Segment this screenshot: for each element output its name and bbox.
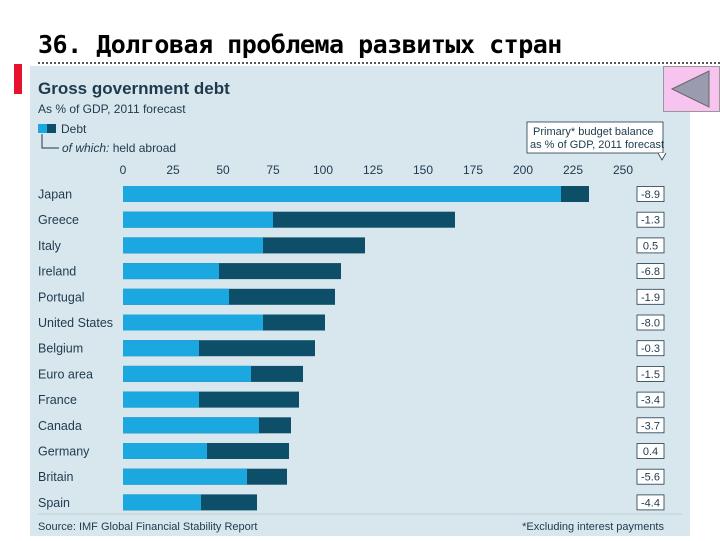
held-abroad-bar: [123, 365, 251, 382]
held-abroad-bar: [123, 237, 263, 254]
balance-value: -1.5: [641, 369, 660, 381]
balance-box: [636, 417, 665, 434]
red-accent-bar: [14, 64, 22, 94]
primary-balance-callout: Primary* budget balance as % of GDP, 201…: [526, 121, 667, 161]
chart-source: Source: IMF Global Financial Stability R…: [38, 521, 257, 533]
balance-box: [636, 443, 665, 459]
category-label: Britain: [38, 470, 73, 484]
legend-swatch-debt: [47, 124, 56, 133]
category-label: Ireland: [38, 265, 76, 279]
x-tick-label: 225: [563, 163, 583, 177]
balance-column: -8.9 -1.3 0.5 -6.8 -1.9 -8.0 -0.3 -1.5 -3.4 -3.7 0…: [636, 186, 665, 511]
category-label: Spain: [38, 496, 70, 510]
balance-box: [636, 186, 665, 202]
category-label: Canada: [38, 419, 82, 433]
x-tick-label: 175: [463, 163, 483, 177]
balance-box: [636, 468, 665, 485]
x-tick-label: 50: [216, 163, 230, 177]
x-tick-label: 25: [166, 163, 180, 177]
balance-box: [636, 288, 665, 305]
balance-box: [636, 263, 665, 280]
chart-panel: Gross government debt As % of GDP, 2011 …: [30, 66, 690, 536]
held-abroad-bar: [123, 417, 259, 434]
category-label: Italy: [38, 239, 62, 253]
category-label: Euro area: [38, 367, 93, 381]
held-abroad-bar: [123, 186, 561, 202]
category-label: Germany: [38, 445, 90, 459]
balance-box: [636, 340, 665, 357]
balance-box: [636, 391, 665, 408]
category-label: United States: [38, 316, 113, 330]
category-label: Belgium: [38, 342, 83, 356]
x-tick-label: 75: [266, 163, 280, 177]
balance-value: -8.0: [641, 318, 660, 330]
x-tick-label: 100: [313, 163, 333, 177]
held-abroad-bar: [123, 494, 201, 511]
callout-box: [526, 121, 664, 154]
x-tick-label: 0: [120, 163, 127, 177]
x-axis: 0 25 50 75 100 125 150 175 200 225 250: [120, 163, 634, 177]
held-abroad-bar: [123, 288, 229, 305]
balance-value: -1.9: [641, 292, 660, 304]
balance-value: -5.6: [641, 472, 660, 484]
balance-value: -8.9: [641, 189, 660, 201]
held-abroad-bar: [123, 443, 207, 459]
held-abroad-bar: [123, 314, 263, 331]
category-label: Portugal: [38, 290, 85, 304]
balance-value: -4.4: [641, 497, 660, 509]
x-tick-label: 250: [613, 163, 633, 177]
held-abroad-bar: [123, 211, 273, 228]
legend-swatch-abroad: [38, 124, 47, 133]
legend-debt-label: Debt: [61, 122, 87, 136]
category-label: France: [38, 393, 77, 407]
debt-chart: Gross government debt As % of GDP, 2011 …: [38, 79, 682, 533]
balance-value: -0.3: [641, 343, 660, 355]
chart-footnote: *Excluding interest payments: [522, 521, 664, 533]
bar-area: Japan Greece Italy Ireland Portugal United St…: [38, 186, 589, 511]
balance-box: [636, 314, 665, 331]
balance-box: [636, 494, 665, 511]
held-abroad-bar: [123, 263, 219, 280]
balance-value: -1.3: [641, 215, 660, 227]
balance-value: -3.4: [641, 395, 660, 407]
callout-pointer: [657, 152, 667, 161]
category-label: Greece: [38, 213, 79, 227]
balance-value: 0.4: [643, 446, 658, 458]
title-divider: [38, 62, 720, 64]
balance-box: [636, 211, 665, 228]
x-tick-label: 200: [513, 163, 533, 177]
chart-title: Gross government debt: [38, 79, 230, 98]
held-abroad-bar: [123, 468, 247, 485]
callout-line-1: Primary* budget balance: [533, 126, 653, 138]
legend-connector: [41, 134, 59, 149]
x-tick-label: 150: [413, 163, 433, 177]
x-tick-label: 125: [363, 163, 383, 177]
triangle-left-icon: [670, 70, 710, 108]
slide-title: 36. Долговая проблема развитых стран: [38, 30, 562, 59]
chart-legend: Debt of which: held abroad: [38, 122, 176, 155]
balance-value: -3.7: [641, 420, 660, 432]
balance-value: 0.5: [643, 240, 658, 252]
category-label: Japan: [38, 188, 72, 202]
balance-box: [636, 237, 665, 254]
held-abroad-bar: [123, 340, 199, 357]
legend-abroad-label: of which: held abroad: [62, 141, 176, 155]
balance-value: -6.8: [641, 266, 660, 278]
chart-subtitle: As % of GDP, 2011 forecast: [38, 102, 186, 116]
held-abroad-bar: [123, 391, 199, 408]
balance-box: [636, 365, 665, 382]
previous-slide-button[interactable]: [663, 66, 720, 112]
callout-line-2: as % of GDP, 2011 forecast: [530, 139, 664, 151]
